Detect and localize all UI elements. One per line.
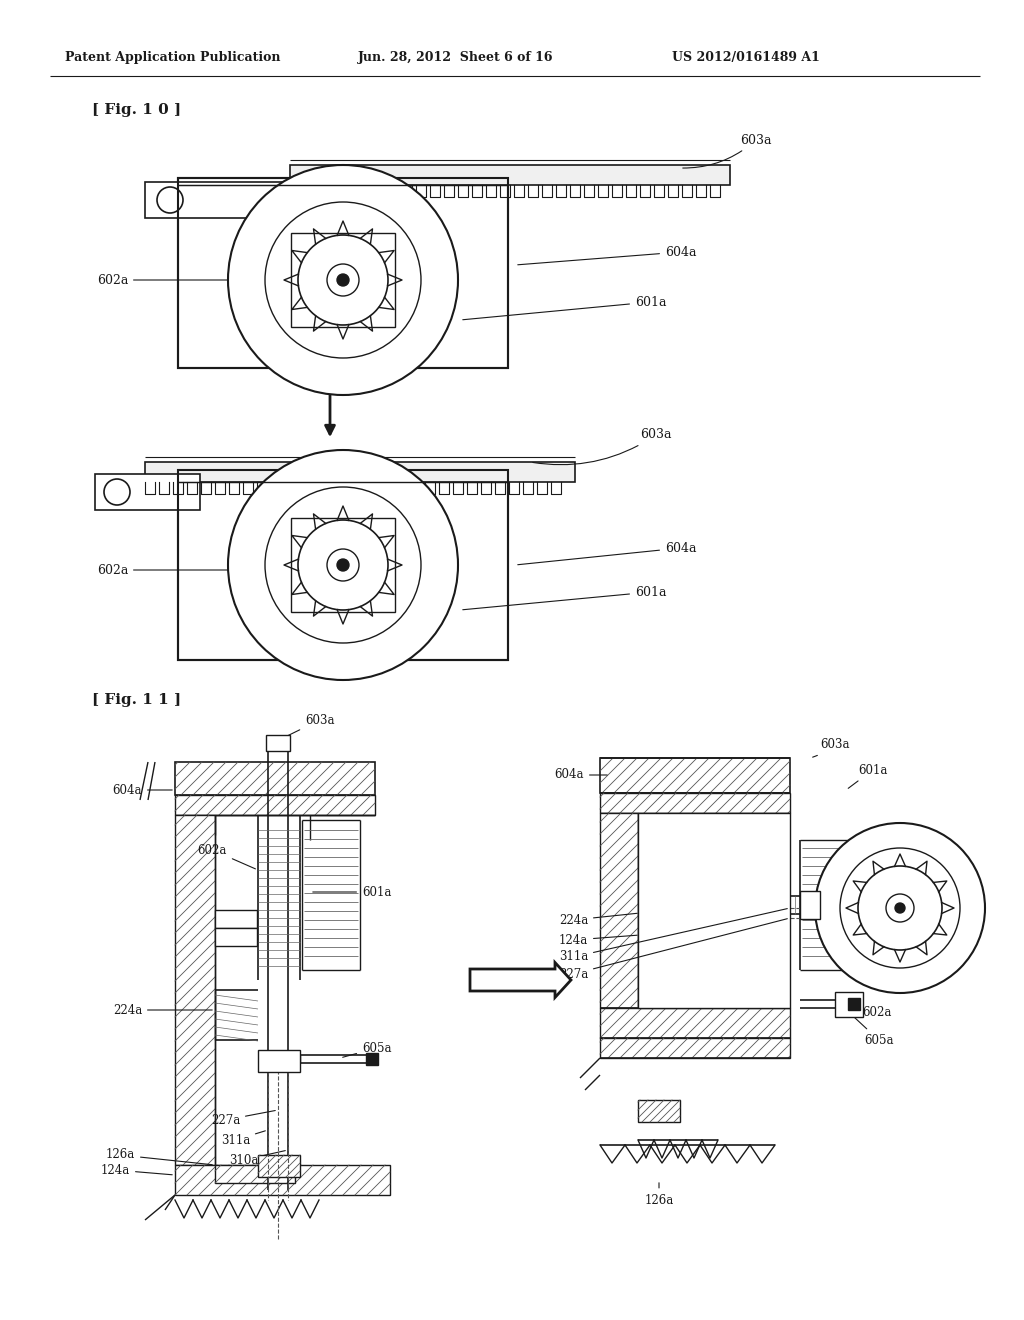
Bar xyxy=(638,1100,680,1122)
Bar xyxy=(178,178,508,368)
Text: 605a: 605a xyxy=(842,1006,894,1047)
Bar xyxy=(215,1166,295,1183)
Text: 602a: 602a xyxy=(851,1001,891,1019)
Bar xyxy=(178,470,508,660)
Bar xyxy=(848,998,860,1010)
Bar xyxy=(175,814,215,1166)
Bar xyxy=(600,1008,790,1038)
Text: Patent Application Publication: Patent Application Publication xyxy=(65,51,281,65)
Bar xyxy=(175,795,375,814)
Bar xyxy=(258,1049,300,1072)
Text: 126a: 126a xyxy=(644,1183,674,1206)
Text: 227a: 227a xyxy=(211,1110,275,1126)
Text: 224a: 224a xyxy=(559,913,637,927)
Circle shape xyxy=(337,275,349,286)
Bar xyxy=(95,474,200,510)
Text: 602a: 602a xyxy=(96,564,229,577)
Text: 604a: 604a xyxy=(518,246,696,265)
Text: 601a: 601a xyxy=(463,296,667,319)
Circle shape xyxy=(886,894,914,921)
Bar xyxy=(291,517,395,612)
Circle shape xyxy=(895,903,905,913)
Text: 602a: 602a xyxy=(198,843,255,869)
Bar xyxy=(178,178,508,368)
Bar xyxy=(291,234,395,327)
Circle shape xyxy=(327,549,359,581)
Bar xyxy=(215,928,257,946)
Text: 124a: 124a xyxy=(559,933,637,946)
Text: 601a: 601a xyxy=(312,886,391,899)
Circle shape xyxy=(265,487,421,643)
Text: 604a: 604a xyxy=(555,768,607,781)
Circle shape xyxy=(228,165,458,395)
Bar xyxy=(175,762,375,795)
Bar xyxy=(258,1155,300,1177)
Text: 603a: 603a xyxy=(683,133,771,168)
Text: 603a: 603a xyxy=(532,429,672,465)
Circle shape xyxy=(298,520,388,610)
Circle shape xyxy=(337,558,349,572)
Circle shape xyxy=(327,264,359,296)
Bar xyxy=(638,813,790,1008)
Text: 604a: 604a xyxy=(518,541,696,565)
Bar xyxy=(600,758,790,793)
Circle shape xyxy=(157,187,183,213)
Text: 603a: 603a xyxy=(286,714,335,737)
Bar xyxy=(366,1053,378,1065)
Bar xyxy=(178,470,508,660)
Text: [ Fig. 1 1 ]: [ Fig. 1 1 ] xyxy=(92,693,181,708)
Bar xyxy=(290,165,730,185)
Text: 124a: 124a xyxy=(100,1163,172,1176)
Circle shape xyxy=(815,822,985,993)
Text: 311a: 311a xyxy=(559,908,787,964)
Bar xyxy=(600,1038,790,1059)
Bar xyxy=(600,793,790,813)
Bar xyxy=(145,182,290,218)
Circle shape xyxy=(228,450,458,680)
Circle shape xyxy=(298,235,388,325)
FancyArrow shape xyxy=(470,962,571,998)
Text: 227a: 227a xyxy=(559,919,787,981)
Text: 603a: 603a xyxy=(813,738,850,758)
Text: [ Fig. 1 0 ]: [ Fig. 1 0 ] xyxy=(92,103,181,117)
Text: 310a: 310a xyxy=(228,1151,286,1167)
Text: 604a: 604a xyxy=(113,784,172,796)
Text: 605a: 605a xyxy=(343,1041,391,1057)
Bar xyxy=(175,1166,390,1195)
Text: 126a: 126a xyxy=(105,1148,212,1164)
Circle shape xyxy=(840,847,961,968)
Text: Jun. 28, 2012  Sheet 6 of 16: Jun. 28, 2012 Sheet 6 of 16 xyxy=(358,51,554,65)
Bar xyxy=(266,735,290,751)
Bar xyxy=(215,909,257,928)
Bar xyxy=(800,891,820,919)
Bar xyxy=(600,813,638,1008)
Text: 601a: 601a xyxy=(463,586,667,610)
Bar xyxy=(145,462,575,482)
Circle shape xyxy=(265,202,421,358)
Text: US 2012/0161489 A1: US 2012/0161489 A1 xyxy=(672,51,820,65)
Text: 601a: 601a xyxy=(848,763,888,788)
Text: 311a: 311a xyxy=(221,1131,265,1147)
Bar xyxy=(835,993,863,1016)
Circle shape xyxy=(104,479,130,506)
Text: 224a: 224a xyxy=(113,1003,212,1016)
Text: 602a: 602a xyxy=(96,273,229,286)
Circle shape xyxy=(858,866,942,950)
